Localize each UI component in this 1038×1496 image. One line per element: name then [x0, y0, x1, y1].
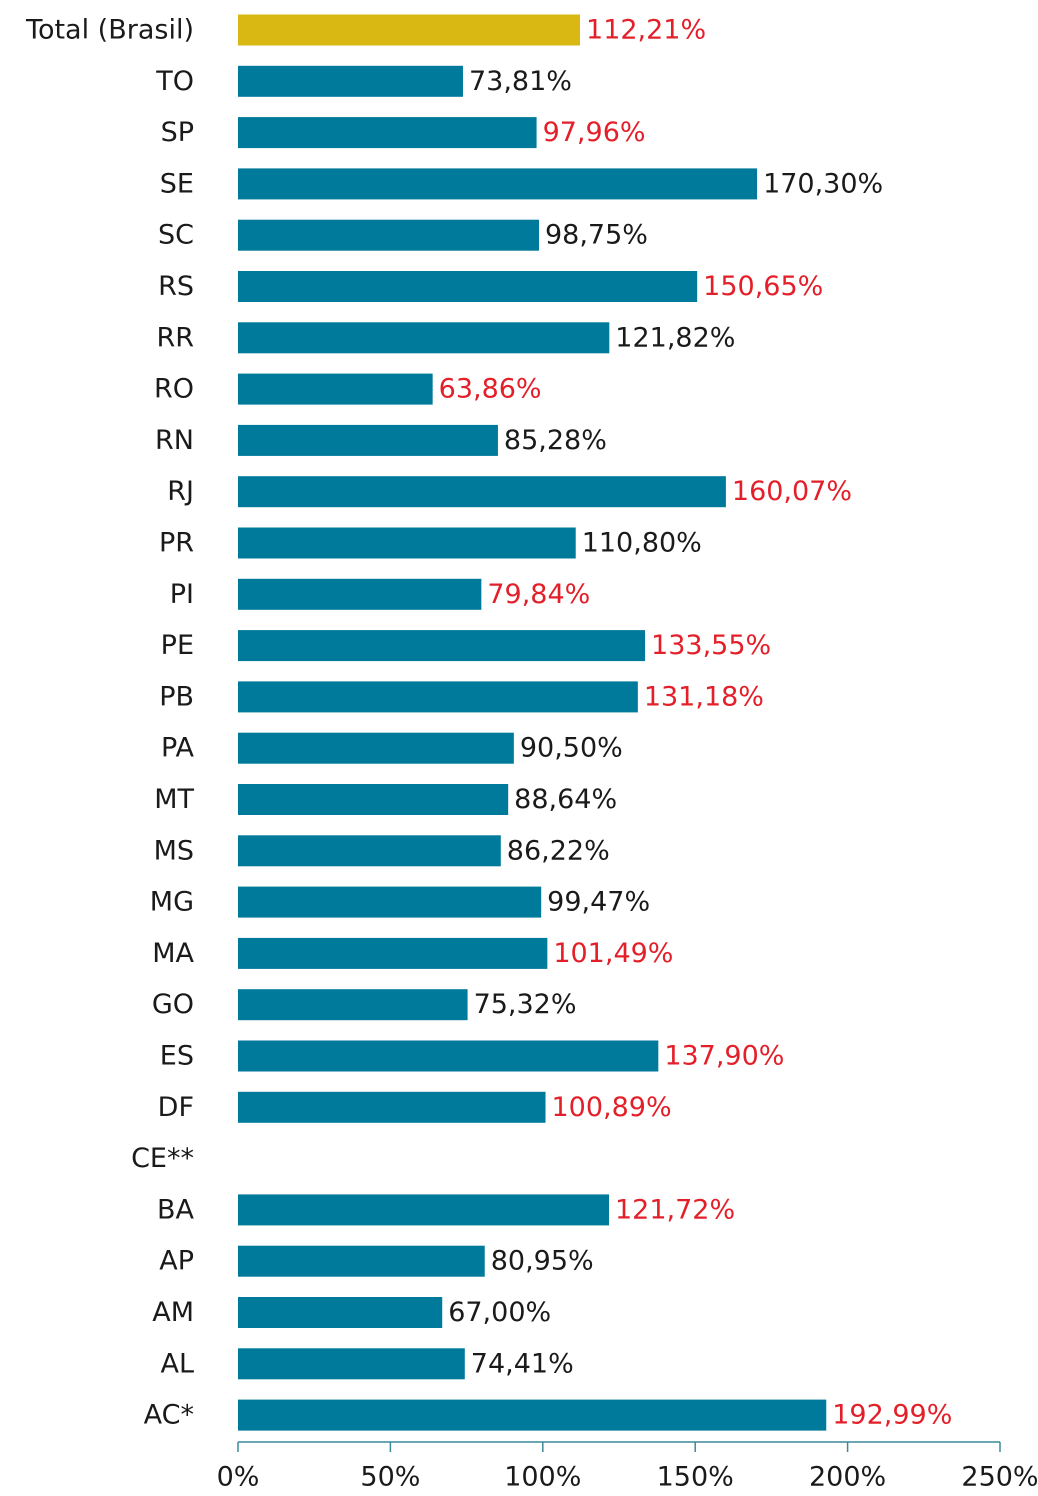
value-label: 133,55%: [651, 630, 771, 661]
y-tick-label: SP: [161, 117, 194, 148]
y-tick-label: TO: [155, 66, 194, 97]
value-label: 97,96%: [543, 117, 646, 148]
value-label: 90,50%: [520, 733, 623, 764]
bar: [238, 784, 509, 815]
y-tick-label: AC*: [144, 1400, 194, 1431]
value-label: 99,47%: [547, 887, 650, 918]
value-label: 80,95%: [491, 1246, 594, 1277]
value-label: 192,99%: [832, 1400, 952, 1431]
y-tick-label: DF: [158, 1092, 194, 1123]
value-label: 79,84%: [487, 579, 590, 610]
value-label: 112,21%: [586, 15, 706, 46]
bar: [238, 1348, 465, 1380]
x-tick-label: 200%: [809, 1462, 886, 1493]
y-tick-label: MS: [154, 835, 194, 866]
bar: [238, 271, 698, 302]
bar: [238, 578, 482, 610]
value-label: 150,65%: [703, 271, 823, 302]
value-label: 100,89%: [552, 1092, 672, 1123]
bar: [238, 681, 638, 713]
value-label: 74,41%: [471, 1348, 574, 1379]
bar: [238, 117, 537, 149]
bar: [238, 65, 463, 97]
y-tick-label: RS: [158, 271, 194, 302]
y-tick-label: PR: [159, 528, 194, 559]
bar: [238, 322, 610, 354]
y-tick-label: CE**: [131, 1143, 194, 1174]
y-tick-label: SC: [158, 220, 194, 251]
value-label: 121,72%: [615, 1194, 735, 1225]
x-tick-label: 50%: [360, 1462, 420, 1493]
x-tick-label: 250%: [961, 1462, 1038, 1493]
y-tick-label: PI: [170, 579, 194, 610]
y-tick-label: RN: [155, 425, 194, 456]
value-label: 137,90%: [664, 1041, 784, 1072]
value-label: 67,00%: [448, 1297, 551, 1328]
bar: [238, 168, 758, 200]
bar: [238, 630, 646, 662]
bar: [238, 1040, 659, 1072]
value-label: 131,18%: [644, 681, 764, 712]
y-tick-label: GO: [152, 989, 194, 1020]
bar: [238, 1194, 610, 1226]
y-tick-label: AP: [159, 1246, 194, 1277]
y-tick-label: MT: [154, 784, 194, 815]
y-tick-label: ES: [160, 1041, 194, 1072]
y-tick-label: RO: [154, 374, 194, 405]
value-label: 73,81%: [469, 66, 572, 97]
value-label: 85,28%: [504, 425, 607, 456]
y-tick-label: MG: [150, 887, 194, 918]
bar: [238, 989, 468, 1021]
value-label: 160,07%: [732, 476, 852, 507]
y-tick-label: AL: [160, 1348, 194, 1379]
bar: [238, 14, 581, 46]
bar: [238, 1245, 485, 1277]
bar: [238, 1091, 546, 1123]
y-tick-label: RR: [156, 322, 194, 353]
bar: [238, 527, 576, 559]
value-label: 170,30%: [763, 168, 883, 199]
y-tick-label: SE: [160, 168, 194, 199]
y-tick-label: Total (Brasil): [25, 15, 194, 46]
bar: [238, 1297, 443, 1328]
bar: [238, 424, 498, 456]
bar: [238, 886, 542, 918]
bar: [238, 476, 726, 508]
value-label: 75,32%: [474, 989, 577, 1020]
value-label: 101,49%: [553, 938, 673, 969]
y-tick-label: BA: [157, 1194, 195, 1225]
y-tick-label: PE: [161, 630, 194, 661]
value-label: 110,80%: [582, 528, 702, 559]
y-tick-label: PB: [159, 681, 194, 712]
value-label: 98,75%: [545, 220, 648, 251]
y-tick-label: PA: [161, 733, 195, 764]
y-tick-label: AM: [152, 1297, 194, 1328]
value-label: 88,64%: [514, 784, 617, 815]
bar: [238, 373, 433, 405]
y-tick-label: MA: [152, 938, 194, 969]
bar: [238, 835, 501, 867]
y-tick-label: RJ: [167, 476, 194, 507]
value-label: 63,86%: [439, 374, 542, 405]
bar: [238, 1399, 827, 1431]
value-label: 121,82%: [615, 322, 735, 353]
x-tick-label: 0%: [217, 1462, 260, 1493]
bar: [238, 219, 539, 251]
bar: [238, 937, 548, 969]
x-tick-label: 100%: [504, 1462, 581, 1493]
x-tick-label: 150%: [657, 1462, 734, 1493]
bar: [238, 732, 514, 764]
value-label: 86,22%: [507, 835, 610, 866]
